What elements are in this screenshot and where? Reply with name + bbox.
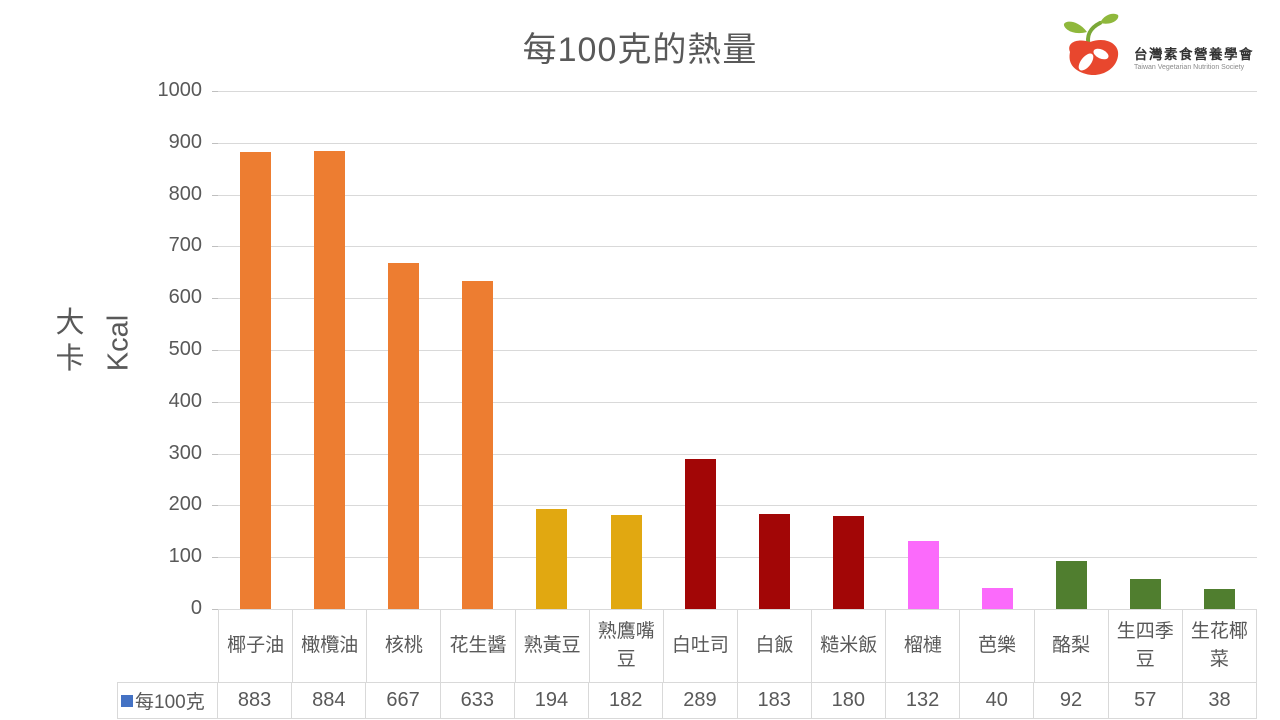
y-tick-label-200: 200 xyxy=(168,493,202,516)
gridline-300 xyxy=(218,453,1257,455)
bar-花生醬 xyxy=(462,281,494,609)
y-tick-label-900: 900 xyxy=(168,130,202,153)
value-生四季豆: 57 xyxy=(1109,683,1183,718)
category-label-椰子油: 椰子油 xyxy=(219,610,294,682)
legend-marker-icon xyxy=(121,694,133,707)
y-tickmark-400 xyxy=(212,401,218,403)
category-label-生四季豆: 生四季豆 xyxy=(1109,610,1183,682)
bar-糙米飯 xyxy=(833,515,865,609)
value-糙米飯: 180 xyxy=(812,683,886,718)
category-label-白飯: 白飯 xyxy=(738,610,813,682)
y-axis-title-zh: 大卡 xyxy=(55,306,85,375)
gridline-200 xyxy=(218,505,1257,507)
y-tickmark-1000 xyxy=(212,91,218,92)
y-tick-label-700: 700 xyxy=(168,234,202,257)
y-tick-label-500: 500 xyxy=(168,338,202,360)
y-tickmark-100 xyxy=(212,557,218,559)
logo-text: 台灣素食營養學會 Taiwan Vegetarian Nutrition Soc… xyxy=(1134,19,1254,71)
category-label-核桃: 核桃 xyxy=(367,610,442,682)
y-tick-label-1000: 1000 xyxy=(157,79,203,101)
y-tick-label-600: 600 xyxy=(168,286,202,309)
y-tick-label-300: 300 xyxy=(168,441,202,464)
value-白飯: 183 xyxy=(738,683,812,718)
bar-白飯 xyxy=(759,514,791,609)
logo-name-zh: 台灣素食營養學會 xyxy=(1134,47,1254,62)
value-白吐司: 289 xyxy=(663,683,738,718)
value-生花椰菜: 38 xyxy=(1183,683,1258,718)
y-tick-label-100: 100 xyxy=(168,545,202,568)
logo-name-en: Taiwan Vegetarian Nutrition Society xyxy=(1134,64,1245,71)
category-label-花生醬: 花生醬 xyxy=(441,610,516,682)
value-熟鷹嘴豆: 182 xyxy=(589,683,664,718)
gridline-500 xyxy=(218,350,1257,351)
value-花生醬: 633 xyxy=(441,683,515,718)
value-椰子油: 883 xyxy=(218,683,293,718)
y-tickmark-700 xyxy=(212,246,218,248)
y-tickmark-900 xyxy=(212,142,218,144)
gridline-100 xyxy=(218,557,1257,559)
bar-榴槤 xyxy=(907,540,939,609)
bar-熟鷹嘴豆 xyxy=(610,514,642,609)
category-label-白吐司: 白吐司 xyxy=(664,610,738,682)
chart-title: 每100克的熱量 xyxy=(522,31,758,69)
category-label-生花椰菜: 生花椰菜 xyxy=(1183,610,1257,682)
bar-生四季豆 xyxy=(1130,579,1162,609)
bar-芭樂 xyxy=(981,588,1013,609)
bar-椰子油 xyxy=(239,151,271,609)
bar-白吐司 xyxy=(684,459,716,609)
gridline-1000 xyxy=(218,91,1257,92)
bar-核桃 xyxy=(388,263,420,609)
gridline-900 xyxy=(218,142,1257,144)
category-label-row: 椰子油 橄欖油 核桃 花生醬 熟黃豆 熟鷹嘴豆 白吐司 白飯 糙米飯 榴槤 芭樂 酪梨 生四季豆 生花椰菜 xyxy=(218,609,1257,682)
gridline-400 xyxy=(218,401,1257,403)
category-label-酪梨: 酪梨 xyxy=(1035,610,1109,682)
value-酪梨: 92 xyxy=(1034,683,1109,718)
y-tickmark-0 xyxy=(212,609,218,610)
y-tickmark-600 xyxy=(212,298,218,300)
gridline-700 xyxy=(218,246,1257,248)
gridline-800 xyxy=(218,194,1257,196)
value-熟黃豆: 194 xyxy=(515,683,590,718)
y-tickmark-300 xyxy=(212,453,218,455)
y-tick-label-400: 400 xyxy=(168,389,202,412)
value-榴槤: 132 xyxy=(886,683,961,718)
category-label-熟鷹嘴豆: 熟鷹嘴豆 xyxy=(590,610,664,682)
category-label-芭樂: 芭樂 xyxy=(960,610,1035,682)
category-label-橄欖油: 橄欖油 xyxy=(293,610,368,682)
category-label-糙米飯: 糙米飯 xyxy=(812,610,887,682)
y-tickmark-200 xyxy=(212,505,218,507)
y-tickmark-500 xyxy=(212,350,218,351)
gridline-600 xyxy=(218,298,1257,300)
category-label-榴槤: 榴槤 xyxy=(886,610,961,682)
legend-series-label: 每100克 xyxy=(135,692,205,713)
y-tick-label-800: 800 xyxy=(168,182,202,205)
bar-橄欖油 xyxy=(313,151,345,609)
bar-生花椰菜 xyxy=(1204,589,1236,609)
bar-酪梨 xyxy=(1055,561,1087,609)
category-label-熟黃豆: 熟黃豆 xyxy=(516,610,590,682)
y-tickmark-800 xyxy=(212,194,218,196)
value-芭樂: 40 xyxy=(960,683,1035,718)
value-橄欖油: 884 xyxy=(292,683,367,718)
value-核桃: 667 xyxy=(366,683,441,718)
value-row: 每100克 883 884 667 633 194 182 289 183 180 132 40 92 5… xyxy=(117,682,1258,719)
logo-bean-sprout-icon xyxy=(1063,13,1119,76)
logo: 台灣素食營養學會 Taiwan Vegetarian Nutrition Soc… xyxy=(1056,12,1254,78)
y-tick-label-0: 0 xyxy=(190,597,202,619)
bar-熟黃豆 xyxy=(536,508,568,609)
legend-cell: 每100克 xyxy=(118,683,218,718)
